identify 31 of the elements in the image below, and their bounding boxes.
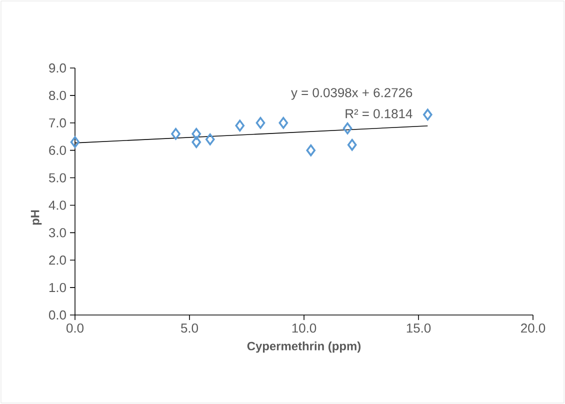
y-tick-label: 6.0 xyxy=(49,146,66,155)
y-tick-label: 0.0 xyxy=(48,310,66,320)
y-tick-label: 5.0 xyxy=(48,173,66,182)
y-tick-label: 3.0 xyxy=(48,228,66,238)
point xyxy=(192,136,202,148)
annotation: R² = 0.1814 xyxy=(346,109,412,118)
y-axis-title: pH xyxy=(30,210,42,225)
point xyxy=(235,120,245,132)
x-tick-label: 10.0 xyxy=(292,324,316,333)
point xyxy=(278,116,288,129)
point xyxy=(70,136,80,148)
y-tick-label: 7.0 xyxy=(49,118,66,128)
x-tick-label: 0.0 xyxy=(66,324,84,333)
point xyxy=(192,128,202,140)
x-tick-label: 15.0 xyxy=(406,324,431,333)
point xyxy=(347,138,357,151)
annotation: y = 0.0398x + 6.2726 xyxy=(291,88,412,100)
point xyxy=(205,133,215,146)
point xyxy=(171,128,180,140)
x-tick-label: 20.0 xyxy=(521,324,546,333)
x-axis-title: Cypermethrin (ppm) xyxy=(247,342,361,353)
point xyxy=(342,122,352,134)
y-tick-label: 8.0 xyxy=(49,90,66,100)
y-tick-label: 4.0 xyxy=(48,200,66,210)
point xyxy=(423,108,432,121)
point xyxy=(306,144,316,156)
y-tick-label: 2.0 xyxy=(49,256,66,265)
x-tick-label: 5.0 xyxy=(181,324,198,333)
y-tick-label: 9.0 xyxy=(49,63,66,73)
y-tick-label: 1.0 xyxy=(49,282,66,292)
point xyxy=(256,116,266,129)
